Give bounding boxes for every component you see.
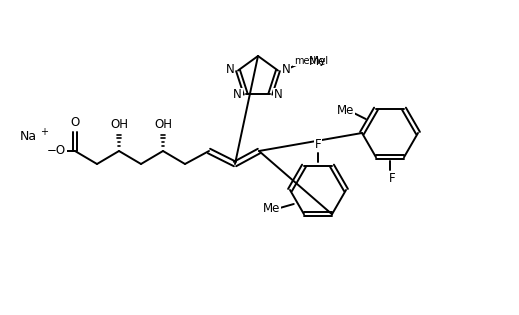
Text: Me: Me: [263, 202, 280, 215]
Text: N: N: [233, 89, 242, 101]
Text: N: N: [226, 63, 235, 76]
Text: F: F: [315, 139, 321, 152]
Text: F: F: [389, 171, 395, 185]
Text: Me: Me: [337, 105, 354, 117]
Text: N: N: [282, 63, 290, 76]
Text: methyl: methyl: [294, 55, 328, 66]
Text: OH: OH: [154, 118, 172, 131]
Text: +: +: [40, 127, 48, 137]
Text: −O: −O: [46, 145, 65, 158]
Text: O: O: [71, 117, 79, 129]
Text: N: N: [274, 89, 283, 101]
Text: OH: OH: [110, 118, 128, 131]
Text: Me: Me: [309, 55, 326, 68]
Text: Na: Na: [20, 130, 37, 144]
